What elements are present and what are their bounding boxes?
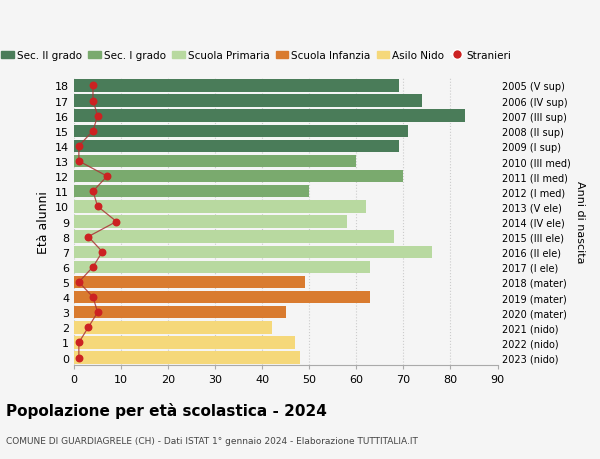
Bar xyxy=(74,291,370,304)
Bar xyxy=(74,246,431,258)
Bar xyxy=(74,216,347,228)
Bar xyxy=(74,306,286,319)
Point xyxy=(88,294,98,301)
Point xyxy=(83,324,93,331)
Point xyxy=(102,173,112,180)
Bar xyxy=(74,321,272,334)
Text: Popolazione per età scolastica - 2024: Popolazione per età scolastica - 2024 xyxy=(6,403,327,419)
Point xyxy=(98,248,107,256)
Point xyxy=(93,203,103,211)
Bar xyxy=(74,125,408,138)
Bar xyxy=(74,156,356,168)
Bar xyxy=(74,352,300,364)
Point xyxy=(88,188,98,196)
Point xyxy=(93,309,103,316)
Point xyxy=(88,128,98,135)
Bar xyxy=(74,261,370,274)
Point xyxy=(74,143,83,150)
Point xyxy=(112,218,121,226)
Text: COMUNE DI GUARDIAGRELE (CH) - Dati ISTAT 1° gennaio 2024 - Elaborazione TUTTITAL: COMUNE DI GUARDIAGRELE (CH) - Dati ISTAT… xyxy=(6,436,418,445)
Bar xyxy=(74,336,295,349)
Point xyxy=(88,98,98,105)
Y-axis label: Anni di nascita: Anni di nascita xyxy=(575,181,585,263)
Bar xyxy=(74,276,305,289)
Point xyxy=(74,158,83,165)
Bar xyxy=(74,110,464,123)
Bar xyxy=(74,80,399,92)
Point xyxy=(74,354,83,362)
Bar xyxy=(74,95,422,107)
Legend: Sec. II grado, Sec. I grado, Scuola Primaria, Scuola Infanzia, Asilo Nido, Stran: Sec. II grado, Sec. I grado, Scuola Prim… xyxy=(0,47,515,65)
Bar xyxy=(74,231,394,243)
Point xyxy=(74,279,83,286)
Point xyxy=(74,339,83,347)
Bar xyxy=(74,201,366,213)
Point xyxy=(88,83,98,90)
Point xyxy=(93,113,103,120)
Bar xyxy=(74,171,403,183)
Y-axis label: Età alunni: Età alunni xyxy=(37,190,50,253)
Point xyxy=(88,263,98,271)
Point xyxy=(83,234,93,241)
Bar xyxy=(74,140,399,153)
Bar xyxy=(74,185,310,198)
